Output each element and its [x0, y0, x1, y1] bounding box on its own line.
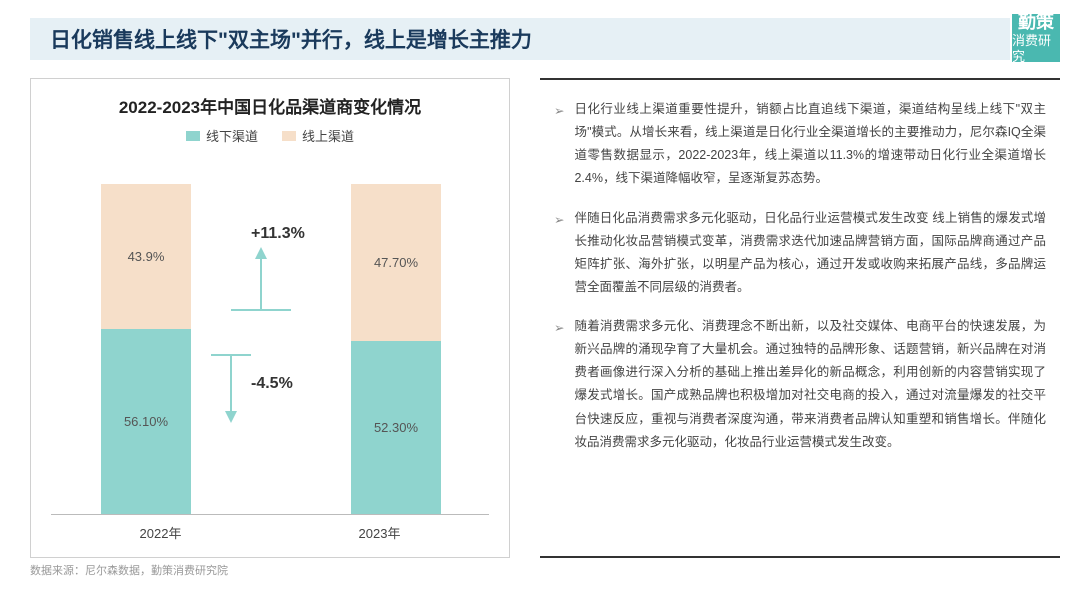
bullet-text-0: 日化行业线上渠道重要性提升，销额占比直追线下渠道，渠道结构呈线上线下"双主场"模… [574, 98, 1046, 191]
annotation-offline-change: -4.5% [251, 375, 293, 393]
swatch-offline [186, 131, 200, 141]
data-source: 数据来源：尼尔森数据，勤策消费研究院 [30, 562, 228, 578]
x-label-0: 2022年 [140, 523, 182, 542]
x-label-1: 2023年 [359, 523, 401, 542]
bar-0-online: 43.9% [101, 184, 191, 329]
page-title: 日化销售线上线下"双主场"并行，线上是增长主推力 [50, 24, 532, 54]
bar-1-offline: 52.30% [351, 341, 441, 514]
legend-online-label: 线上渠道 [302, 126, 354, 145]
bar-1: 47.70%52.30% [351, 184, 441, 514]
title-bar: 日化销售线上线下"双主场"并行，线上是增长主推力 [30, 18, 1010, 60]
chart-panel: 2022-2023年中国日化品渠道商变化情况 线下渠道 线上渠道 +11.3% … [30, 78, 510, 558]
legend-online: 线上渠道 [282, 126, 354, 145]
bullet-0: ➢ 日化行业线上渠道重要性提升，销额占比直追线下渠道，渠道结构呈线上线下"双主场… [554, 98, 1046, 191]
text-panel: ➢ 日化行业线上渠道重要性提升，销额占比直追线下渠道，渠道结构呈线上线下"双主场… [540, 78, 1060, 558]
swatch-online [282, 131, 296, 141]
bar-1-online: 47.70% [351, 184, 441, 341]
bullet-icon: ➢ [554, 209, 564, 300]
bullet-text-2: 随着消费需求多元化、消费理念不断出新，以及社交媒体、电商平台的快速发展，为新兴品… [574, 315, 1046, 454]
chart-title: 2022-2023年中国日化品渠道商变化情况 [31, 79, 509, 126]
brand-logo: 勤策 消费研究 [1012, 14, 1060, 62]
bullet-1: ➢ 伴随日化品消费需求多元化驱动，日化品行业运营模式发生改变 线上销售的爆发式增… [554, 207, 1046, 300]
chart-plot: +11.3% -4.5% 43.9%56.10% 47.70%52.30% [51, 155, 489, 515]
legend-offline: 线下渠道 [186, 126, 258, 145]
annotation-online-change: +11.3% [251, 225, 305, 243]
bullet-text-1: 伴随日化品消费需求多元化驱动，日化品行业运营模式发生改变 线上销售的爆发式增长推… [574, 207, 1046, 300]
chart-legend: 线下渠道 线上渠道 [31, 126, 509, 145]
bar-0-offline: 56.10% [101, 329, 191, 514]
bar-0: 43.9%56.10% [101, 184, 191, 514]
bullet-2: ➢ 随着消费需求多元化、消费理念不断出新，以及社交媒体、电商平台的快速发展，为新… [554, 315, 1046, 454]
legend-offline-label: 线下渠道 [206, 126, 258, 145]
bullet-icon: ➢ [554, 317, 564, 454]
logo-line1: 勤策 [1018, 12, 1054, 34]
logo-line2: 消费研究 [1012, 33, 1060, 64]
bullet-icon: ➢ [554, 100, 564, 191]
x-axis-labels: 2022年 2023年 [31, 515, 509, 542]
